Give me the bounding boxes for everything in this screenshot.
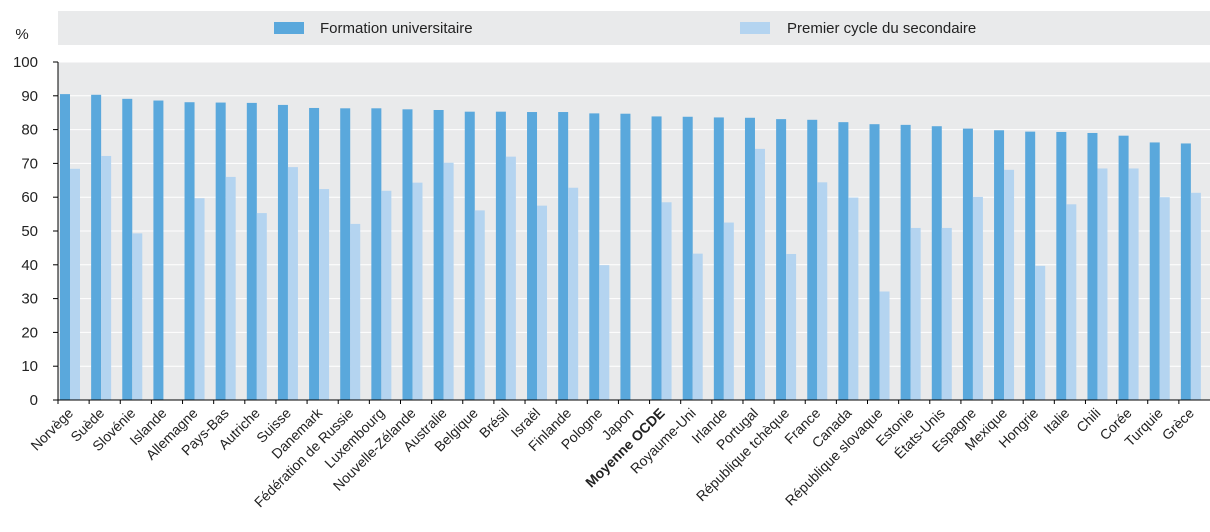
bar-premier-cycle-secondaire <box>568 187 579 400</box>
bar-formation-universitaire <box>527 112 538 401</box>
bar-formation-universitaire <box>495 111 506 400</box>
bar-formation-universitaire <box>371 108 382 400</box>
bar-formation-universitaire <box>91 94 102 400</box>
bar-formation-universitaire <box>1180 143 1191 400</box>
bar-formation-universitaire <box>931 126 942 400</box>
bar-formation-universitaire <box>744 117 755 401</box>
bar-premier-cycle-secondaire <box>225 176 236 400</box>
bar-formation-universitaire <box>184 102 195 401</box>
bar-formation-universitaire <box>60 94 70 401</box>
bar-premier-cycle-secondaire <box>194 198 205 400</box>
y-tick-label: 50 <box>21 223 38 240</box>
bar-formation-universitaire <box>589 113 600 400</box>
bar-premier-cycle-secondaire <box>1159 197 1170 400</box>
bar-premier-cycle-secondaire <box>412 182 423 400</box>
bar-premier-cycle-secondaire <box>1190 192 1201 400</box>
bar-premier-cycle-secondaire <box>319 189 330 400</box>
bar-premier-cycle-secondaire <box>1035 265 1046 400</box>
bar-premier-cycle-secondaire <box>1128 168 1139 400</box>
x-tick-label: Grèce <box>1159 405 1197 443</box>
y-tick-label: 90 <box>21 88 38 105</box>
y-tick-label: 80 <box>21 122 38 139</box>
bar-formation-universitaire <box>340 108 351 400</box>
bar-formation-universitaire <box>651 116 662 400</box>
bar-premier-cycle-secondaire <box>70 168 80 400</box>
bar-formation-universitaire <box>277 104 288 401</box>
bar-premier-cycle-secondaire <box>537 205 548 400</box>
bar-formation-universitaire <box>153 100 164 401</box>
bar-formation-universitaire <box>1025 131 1036 401</box>
bar-formation-universitaire <box>122 98 133 400</box>
legend-swatch <box>740 22 770 34</box>
bar-premier-cycle-secondaire <box>786 253 797 400</box>
bar-formation-universitaire <box>1087 132 1098 401</box>
bar-formation-universitaire <box>246 102 257 400</box>
x-tick-label: Norvège <box>27 405 76 454</box>
bar-premier-cycle-secondaire <box>599 265 610 400</box>
bar-formation-universitaire <box>1056 131 1067 400</box>
bar-premier-cycle-secondaire <box>474 210 485 400</box>
bar-premier-cycle-secondaire <box>972 196 983 400</box>
y-tick-label: 100 <box>13 54 38 71</box>
bar-formation-universitaire <box>776 119 787 400</box>
bar-premier-cycle-secondaire <box>287 167 298 400</box>
y-tick-label: 20 <box>21 324 38 341</box>
bar-premier-cycle-secondaire <box>350 223 361 400</box>
y-tick-label: 10 <box>21 358 38 375</box>
bar-premier-cycle-secondaire <box>661 202 672 400</box>
bar-premier-cycle-secondaire <box>505 156 516 400</box>
bar-formation-universitaire <box>402 109 413 400</box>
bar-premier-cycle-secondaire <box>1066 204 1077 400</box>
bar-premier-cycle-secondaire <box>1097 168 1108 400</box>
x-axis-labels: NorvègeSuèdeSlovénieIslandeAllemagnePays… <box>27 404 1197 510</box>
y-tick-label: 0 <box>30 392 38 409</box>
axes: 0 10 20 30 40 50 60 70 80 90 100 <box>13 54 1210 409</box>
bar-formation-universitaire <box>433 109 444 400</box>
bar-premier-cycle-secondaire <box>817 182 828 400</box>
bar-formation-universitaire <box>900 124 911 401</box>
y-tick-label: 40 <box>21 257 38 274</box>
bar-premier-cycle-secondaire <box>443 162 454 400</box>
bar-formation-universitaire <box>1149 142 1160 400</box>
bar-premier-cycle-secondaire <box>101 155 112 400</box>
bar-premier-cycle-secondaire <box>910 227 921 400</box>
bar-formation-universitaire <box>869 124 880 400</box>
bar-premier-cycle-secondaire <box>754 148 765 400</box>
legend-swatch <box>274 22 304 34</box>
bar-formation-universitaire <box>807 119 818 400</box>
bar-formation-universitaire <box>309 107 320 400</box>
bar-premier-cycle-secondaire <box>723 222 734 400</box>
bar-formation-universitaire <box>1118 135 1129 400</box>
bar-premier-cycle-secondaire <box>879 291 890 400</box>
y-tick-label: 30 <box>21 291 38 308</box>
legend-label: Premier cycle du secondaire <box>787 20 976 37</box>
bar-formation-universitaire <box>713 117 724 400</box>
bar-formation-universitaire <box>620 113 631 401</box>
bar-premier-cycle-secondaire <box>692 253 703 400</box>
legend: Formation universitaire Premier cycle du … <box>274 20 976 37</box>
y-tick-label: 70 <box>21 155 38 172</box>
y-axis-label: % <box>15 26 28 43</box>
bar-premier-cycle-secondaire <box>1004 169 1015 400</box>
y-tick-label: 60 <box>21 189 38 206</box>
bar-premier-cycle-secondaire <box>848 197 859 400</box>
bar-premier-cycle-secondaire <box>381 190 392 400</box>
bar-premier-cycle-secondaire <box>256 213 267 400</box>
bar-premier-cycle-secondaire <box>132 233 143 400</box>
legend-band <box>58 11 1210 45</box>
legend-label: Formation universitaire <box>320 20 473 37</box>
bar-formation-universitaire <box>215 102 226 400</box>
bar-formation-universitaire <box>464 111 475 400</box>
bar-premier-cycle-secondaire <box>941 227 952 400</box>
bars <box>60 94 1201 401</box>
bar-formation-universitaire <box>838 122 849 400</box>
bar-formation-universitaire <box>962 128 973 400</box>
bar-formation-universitaire <box>994 130 1005 400</box>
bar-formation-universitaire <box>558 112 569 401</box>
x-tick-label: Brésil <box>476 405 512 441</box>
x-tick-label: Italie <box>1040 405 1072 437</box>
bar-formation-universitaire <box>682 116 693 401</box>
